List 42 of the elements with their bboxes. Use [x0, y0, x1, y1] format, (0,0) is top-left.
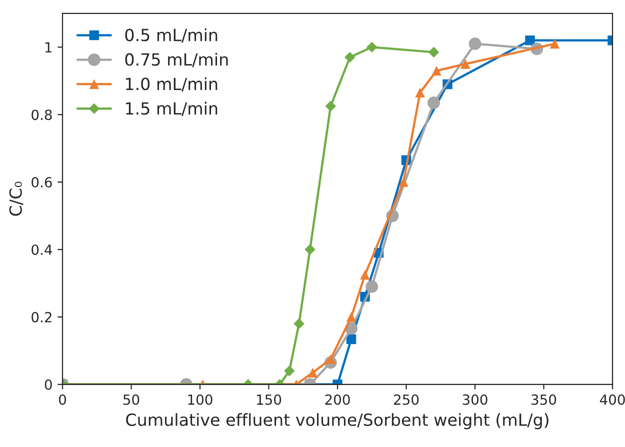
y-tick-label: 0.2 [32, 312, 52, 322]
point [415, 88, 425, 98]
point [460, 59, 470, 69]
legend-label: 0.75 mL/min [125, 52, 228, 68]
point [366, 42, 378, 53]
point [344, 52, 356, 63]
point [346, 312, 356, 322]
x-tick-label: 50 [123, 394, 140, 405]
point [284, 366, 295, 376]
point [550, 38, 560, 49]
x-axis-title: Cumulative effluent volume/Sorbent weight (mL/g) [126, 413, 548, 430]
x-tick-label: 300 [462, 394, 488, 405]
y-tick-label: 0 [44, 379, 52, 390]
point [525, 36, 535, 46]
point [468, 38, 482, 50]
point [428, 96, 440, 110]
legend-label: 0.5 mL/min [125, 28, 218, 43]
y-tick-label: 0.6 [32, 177, 52, 188]
point [325, 100, 336, 112]
point [304, 244, 316, 255]
x-tick-label: 150 [257, 394, 282, 405]
legend-label: 1.0 mL/min [126, 77, 218, 92]
point [398, 177, 408, 187]
x-tick-label: 250 [394, 394, 419, 405]
point [294, 318, 304, 330]
y-axis-title: C/C₀ [9, 182, 24, 216]
y-tick-label: 0.8 [32, 110, 52, 120]
point [308, 368, 318, 378]
y-tick-label: 0.4 [32, 244, 52, 255]
point [432, 66, 442, 76]
point [326, 354, 336, 364]
x-tick-label: 0 [58, 394, 66, 405]
point [346, 334, 356, 344]
legend-label: 1.5 mL/min [126, 102, 218, 116]
y-tick-label: 1 [45, 42, 52, 52]
point [366, 280, 378, 293]
point [428, 46, 440, 58]
x-tick-label: 400 [600, 394, 625, 405]
x-tick-label: 350 [532, 394, 556, 405]
x-tick-label: 200 [325, 394, 350, 405]
point [360, 270, 370, 280]
x-tick-label: 100 [188, 394, 212, 405]
